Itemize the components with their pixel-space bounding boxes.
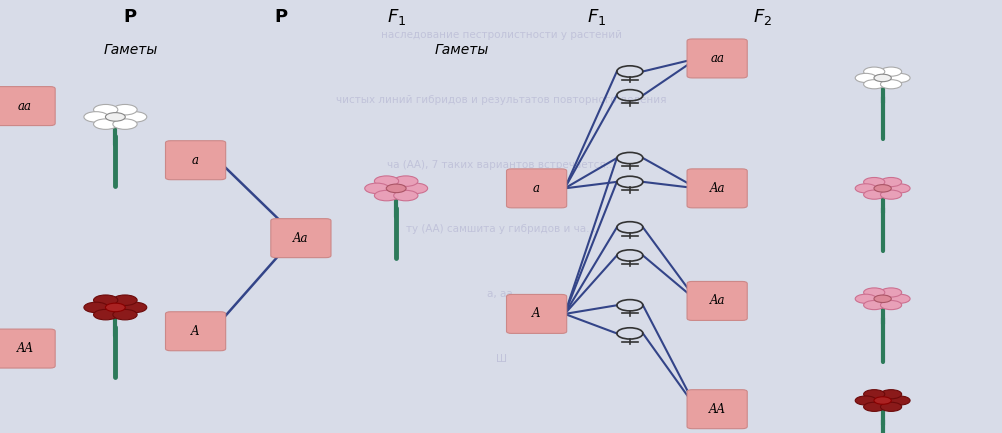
Circle shape bbox=[880, 67, 901, 76]
Text: AA: AA bbox=[708, 403, 724, 416]
Circle shape bbox=[888, 73, 909, 83]
Circle shape bbox=[880, 301, 901, 310]
FancyBboxPatch shape bbox=[506, 169, 566, 208]
Text: A: A bbox=[191, 325, 199, 338]
Circle shape bbox=[880, 390, 901, 399]
Circle shape bbox=[863, 67, 884, 76]
Circle shape bbox=[113, 295, 137, 305]
Circle shape bbox=[374, 176, 398, 186]
Circle shape bbox=[84, 302, 108, 313]
Text: ту (АА) самшита у гибридов и ча...: ту (АА) самшита у гибридов и ча... bbox=[406, 224, 596, 235]
Circle shape bbox=[122, 112, 146, 122]
Circle shape bbox=[386, 184, 406, 193]
Circle shape bbox=[855, 396, 876, 405]
Circle shape bbox=[84, 112, 108, 122]
Circle shape bbox=[863, 402, 884, 411]
Text: aa: aa bbox=[709, 52, 723, 65]
Circle shape bbox=[855, 73, 876, 83]
FancyBboxPatch shape bbox=[686, 39, 746, 78]
Circle shape bbox=[855, 184, 876, 193]
FancyBboxPatch shape bbox=[165, 141, 225, 180]
Text: Гаметы: Гаметы bbox=[103, 43, 157, 57]
FancyBboxPatch shape bbox=[686, 390, 746, 429]
Text: Aa: Aa bbox=[708, 182, 724, 195]
FancyBboxPatch shape bbox=[686, 281, 746, 320]
Circle shape bbox=[863, 178, 884, 187]
Circle shape bbox=[880, 288, 901, 297]
FancyBboxPatch shape bbox=[506, 294, 566, 333]
Circle shape bbox=[855, 294, 876, 304]
Circle shape bbox=[394, 191, 418, 201]
Circle shape bbox=[105, 113, 125, 121]
Circle shape bbox=[113, 310, 137, 320]
Circle shape bbox=[93, 295, 117, 305]
Circle shape bbox=[880, 178, 901, 187]
Text: aa: aa bbox=[18, 100, 32, 113]
Text: P: P bbox=[123, 8, 137, 26]
Circle shape bbox=[93, 119, 117, 129]
Circle shape bbox=[863, 80, 884, 89]
Circle shape bbox=[113, 119, 137, 129]
Circle shape bbox=[122, 302, 146, 313]
Text: Aa: Aa bbox=[708, 294, 724, 307]
Text: P: P bbox=[274, 8, 288, 26]
Circle shape bbox=[888, 396, 909, 405]
Circle shape bbox=[873, 397, 891, 404]
FancyBboxPatch shape bbox=[686, 169, 746, 208]
Text: Ш: Ш bbox=[496, 354, 506, 365]
Text: $F_1$: $F_1$ bbox=[586, 7, 606, 27]
FancyBboxPatch shape bbox=[0, 87, 55, 126]
Circle shape bbox=[403, 183, 427, 194]
Circle shape bbox=[113, 104, 137, 115]
Text: a: a bbox=[533, 182, 539, 195]
Text: чистых линий гибридов и результатов повторного деления: чистых линий гибридов и результатов повт… bbox=[336, 94, 666, 105]
Circle shape bbox=[863, 288, 884, 297]
Circle shape bbox=[880, 80, 901, 89]
Circle shape bbox=[863, 390, 884, 399]
Circle shape bbox=[394, 176, 418, 186]
FancyBboxPatch shape bbox=[0, 329, 55, 368]
FancyBboxPatch shape bbox=[271, 219, 331, 258]
Circle shape bbox=[880, 402, 901, 411]
Text: A: A bbox=[532, 307, 540, 320]
Text: Aa: Aa bbox=[293, 232, 309, 245]
Circle shape bbox=[873, 74, 891, 82]
Circle shape bbox=[888, 294, 909, 304]
Text: ча (АА), 7 таких вариантов встречается...: ча (АА), 7 таких вариантов встречается..… bbox=[387, 159, 615, 170]
Text: AA: AA bbox=[17, 342, 33, 355]
Text: a: a bbox=[192, 154, 198, 167]
Circle shape bbox=[105, 303, 125, 312]
Circle shape bbox=[374, 191, 398, 201]
FancyBboxPatch shape bbox=[165, 312, 225, 351]
Circle shape bbox=[873, 295, 891, 303]
Circle shape bbox=[365, 183, 389, 194]
Circle shape bbox=[888, 184, 909, 193]
Circle shape bbox=[873, 184, 891, 192]
Circle shape bbox=[863, 190, 884, 199]
Text: Гаметы: Гаметы bbox=[434, 43, 488, 57]
Circle shape bbox=[880, 190, 901, 199]
Text: наследование пестролистности у растений: наследование пестролистности у растений bbox=[381, 29, 621, 40]
Text: $F_2$: $F_2$ bbox=[752, 7, 772, 27]
Text: $F_1$: $F_1$ bbox=[386, 7, 406, 27]
Circle shape bbox=[863, 301, 884, 310]
Circle shape bbox=[93, 310, 117, 320]
Circle shape bbox=[93, 104, 117, 115]
Text: а, аа.: а, аа. bbox=[486, 289, 516, 300]
